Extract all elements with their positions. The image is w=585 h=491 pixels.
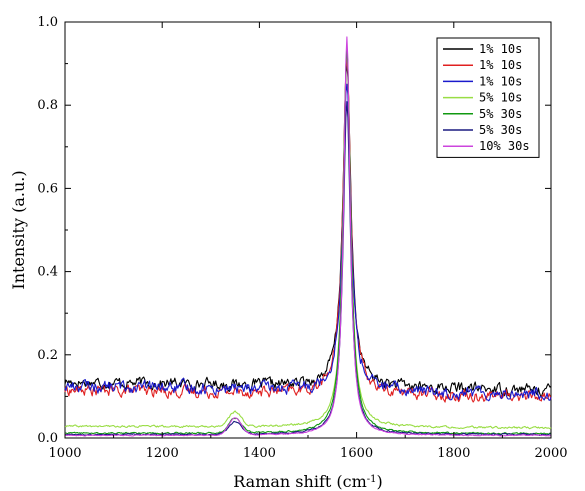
x-axis-label-main: Raman shift (cm <box>233 472 367 491</box>
y-tick-label: 1.0 <box>37 15 58 30</box>
series-line <box>65 47 552 435</box>
series-line <box>64 47 552 430</box>
legend-label: 5% 30s <box>479 107 522 121</box>
y-axis-ticks: 0.0 0.2 0.4 0.6 0.8 1.0 <box>37 15 551 446</box>
y-axis-label: Intensity (a.u.) <box>9 170 28 289</box>
series-line <box>64 57 552 403</box>
legend-label: 1% 10s <box>479 58 522 72</box>
series-line <box>64 62 552 398</box>
legend-label: 5% 30s <box>479 123 522 137</box>
legend: 1% 10s 1% 10s 1% 10s 5% 10s 5% 30s 5% 30s 10% … <box>436 37 540 158</box>
x-axis-label-superscript: -1 <box>367 474 377 485</box>
legend-label: 1% 10s <box>479 74 522 88</box>
x-tick-label: 1400 <box>243 446 276 461</box>
y-tick-label: 0.6 <box>37 181 58 196</box>
x-tick-label: 1200 <box>146 446 179 461</box>
legend-label: 1% 10s <box>479 42 522 56</box>
x-tick-label: 1600 <box>340 446 373 461</box>
series-group <box>64 36 552 437</box>
legend-label: 5% 10s <box>479 91 522 105</box>
x-tick-label: 1000 <box>48 446 81 461</box>
legend-label: 10% 30s <box>479 139 530 153</box>
plot-area: 1000 1200 1400 1600 1800 2000 0.0 0.2 0.4 0.6 0.8… <box>37 15 567 461</box>
series-line <box>64 101 552 436</box>
x-tick-label: 1800 <box>437 446 470 461</box>
x-tick-label: 2000 <box>534 446 567 461</box>
x-axis-label-close: ) <box>377 472 383 491</box>
x-axis-label: Raman shift (cm-1) <box>233 472 383 491</box>
series-line <box>64 36 552 437</box>
series-line <box>64 83 552 402</box>
y-tick-label: 0.2 <box>37 348 58 363</box>
y-tick-label: 0.8 <box>37 98 58 113</box>
y-tick-label: 0.0 <box>37 431 58 446</box>
y-tick-label: 0.4 <box>37 265 58 280</box>
x-axis-ticks: 1000 1200 1400 1600 1800 2000 <box>48 22 568 461</box>
